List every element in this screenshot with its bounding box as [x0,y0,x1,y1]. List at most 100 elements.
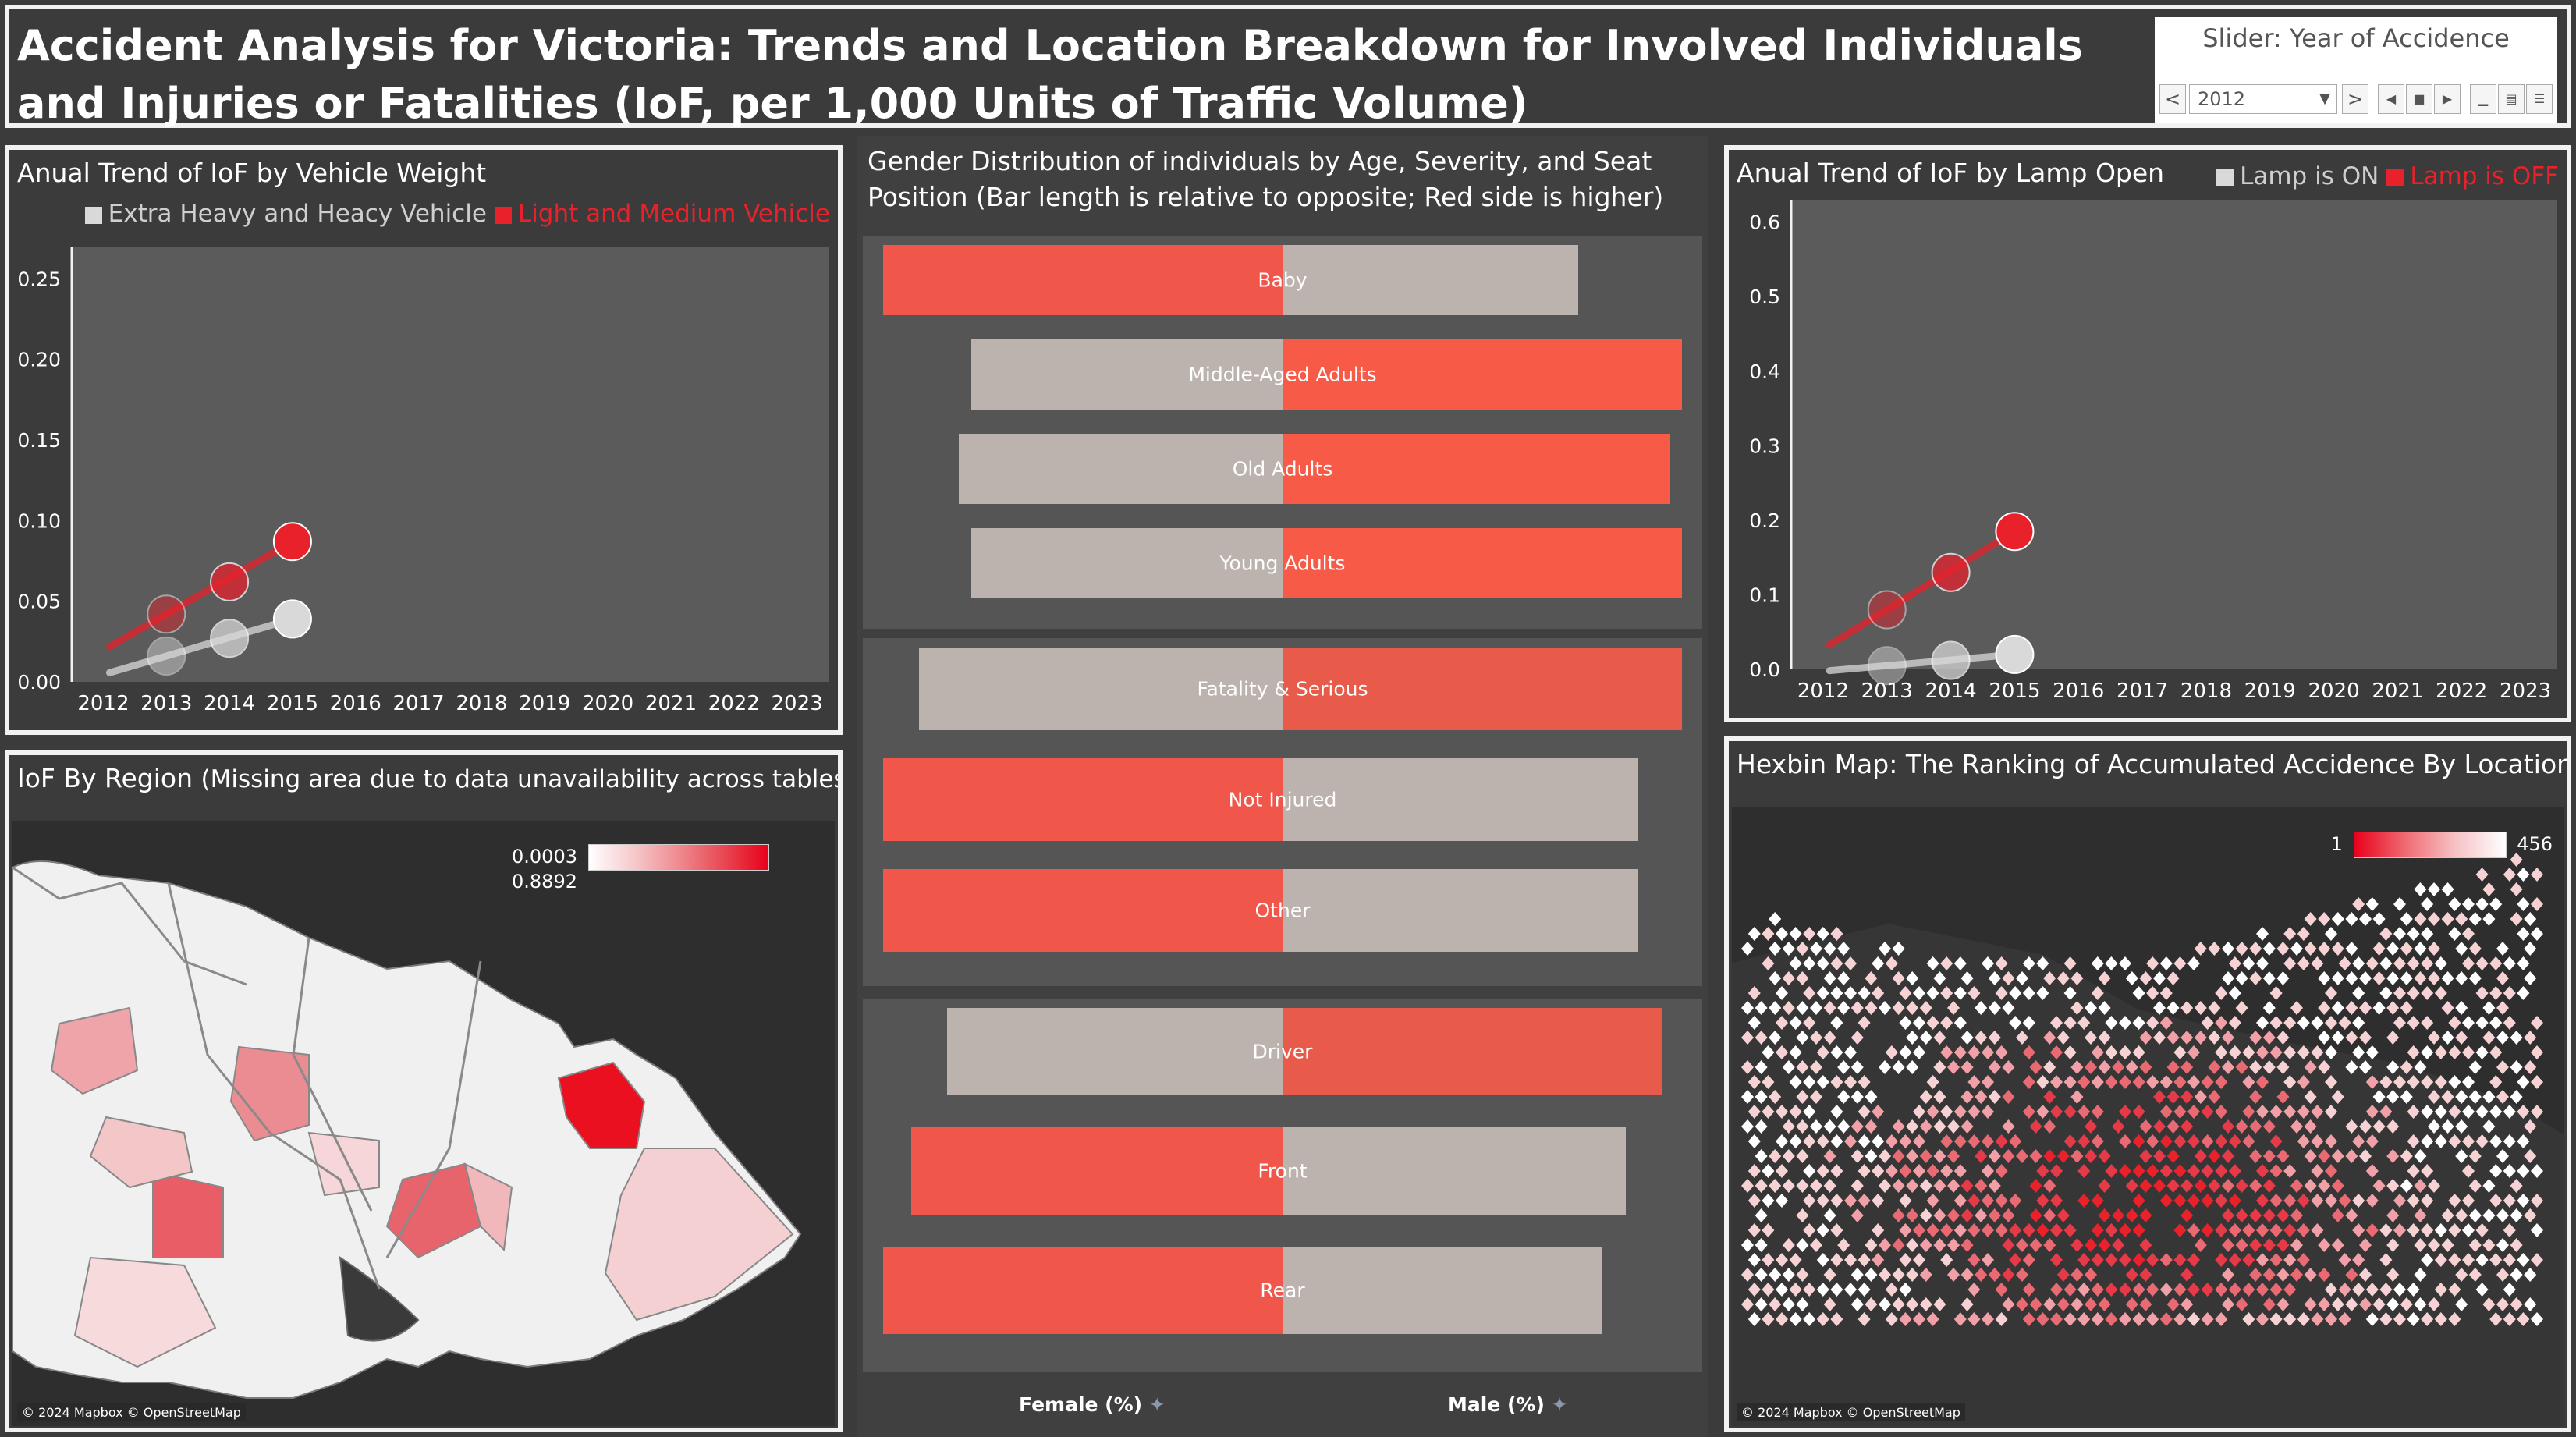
hex-cell [2462,1194,2475,1208]
hex-cell [2022,986,2035,1000]
gender-bar-row[interactable]: Not Injured [857,758,1708,841]
hex-cell [1982,956,1994,970]
hex-cell [1776,1164,1788,1178]
hex-cell [2201,1223,2214,1237]
hex-cell [2105,1312,2118,1326]
gender-bar-row[interactable]: Driver [857,1008,1708,1095]
gender-distribution-title: Gender Distribution of individuals by Ag… [868,146,1664,212]
hex-cell [2421,1312,2434,1326]
hex-cell [2173,1134,2187,1148]
pin-icon[interactable]: ✦ [1148,1393,1166,1416]
hex-cell [2372,1179,2386,1193]
hex-cell [1975,1149,1988,1163]
hex-cell [2119,1312,2131,1326]
female-bar[interactable] [919,648,1283,730]
male-bar[interactable] [1283,648,1682,730]
male-bar[interactable] [1283,245,1578,315]
hex-cell [2222,1119,2234,1134]
hex-cell [2249,1238,2262,1252]
hex-cell [1879,1238,1891,1252]
hex-cell [2091,1253,2104,1267]
gender-bar-row[interactable]: Other [857,869,1708,952]
male-bar[interactable] [1283,869,1638,952]
hex-cell [2222,1149,2234,1163]
hex-cell [2283,1164,2297,1178]
hex-cell [2173,956,2187,970]
hex-cell [1762,1194,1775,1208]
gender-bar-row[interactable]: Rear [857,1247,1708,1334]
y-tick-label: 0.15 [17,429,61,452]
female-bar[interactable] [910,1127,1283,1215]
hex-cell [2421,1016,2434,1030]
gender-bar-row[interactable]: Front [857,1127,1708,1215]
play-icon[interactable]: ▶ [2434,84,2461,114]
hex-cell [2414,1297,2427,1311]
gender-bar-row[interactable]: Middle-Aged Adults [857,339,1708,410]
male-bar[interactable] [1283,758,1638,841]
hex-cell [2496,1238,2509,1252]
hex-cell [1810,1179,1822,1193]
hex-cell [1995,1283,2008,1297]
legend-lamp-on-label[interactable]: Lamp is ON [2240,162,2379,190]
region-1 [50,1006,139,1095]
female-bar[interactable] [959,434,1283,504]
gender-bar-row[interactable]: Fatality & Serious [857,648,1708,730]
legend-light-label[interactable]: Light and Medium Vehicle [517,200,830,228]
male-bar[interactable] [1283,434,1670,504]
hex-cell [1892,1149,1905,1163]
slider-prev-button[interactable]: < [2159,84,2186,114]
hex-cell [1913,1016,1925,1030]
speed-slow-icon[interactable]: ▁ [2470,84,2496,114]
hex-cell [1947,1149,1960,1163]
hex-cell [1796,1119,1809,1134]
hex-cell [2215,1194,2228,1208]
male-bar[interactable] [1283,528,1682,598]
female-bar[interactable] [883,869,1283,952]
x-tick-label: 2019 [2244,679,2296,703]
hex-cell [2325,1312,2337,1326]
male-bar[interactable] [1283,339,1682,410]
hex-cell [2283,1283,2297,1297]
hexbin-map[interactable]: 1 456 © 2024 Mapbox © OpenStreetMap [1732,807,2564,1426]
gender-bar-row[interactable]: Young Adults [857,528,1708,598]
male-bar[interactable] [1283,1247,1602,1334]
hex-cell [2489,897,2503,911]
hex-cell [2222,971,2234,985]
pin-icon[interactable]: ✦ [1551,1393,1568,1416]
stop-icon[interactable]: ■ [2406,84,2432,114]
hex-cell [2441,1090,2454,1104]
hex-cell [2043,971,2056,985]
hex-cell [2283,1312,2297,1326]
trend-line-0 [1826,651,2018,675]
gender-bar-row[interactable]: Baby [857,245,1708,315]
legend-heavy-label[interactable]: Extra Heavy and Heacy Vehicle [108,200,487,228]
male-bar[interactable] [1283,1127,1627,1215]
hex-cell [2311,1134,2324,1148]
hex-cell [1960,1090,1974,1104]
hex-cell [1947,1001,1960,1015]
hex-cell [1789,1105,1802,1119]
hex-cell [2153,1001,2166,1015]
region-map[interactable]: 0.0003 0.8892 © 2024 Mapbox © OpenStreet… [12,821,835,1426]
speed-fast-icon[interactable]: ☰ [2526,84,2553,114]
speed-medium-icon[interactable]: ▤ [2498,84,2525,114]
slider-next-button[interactable]: > [2342,84,2368,114]
hex-cell [2002,1060,2015,1074]
legend-lamp-off-label[interactable]: Lamp is OFF [2410,162,2559,190]
hex-cell [2531,1016,2543,1030]
hex-cell [1947,1119,1960,1134]
female-bar[interactable] [883,758,1283,841]
hex-cell [1816,1164,1829,1178]
female-bar[interactable] [883,1247,1283,1334]
step-back-icon[interactable]: ◀ [2378,84,2404,114]
female-bar[interactable] [970,528,1283,598]
female-bar[interactable] [883,245,1283,315]
gender-bar-row[interactable]: Old Adults [857,434,1708,504]
male-bar[interactable] [1283,1008,1662,1095]
hex-cell [1796,1179,1809,1193]
female-bar[interactable] [946,1008,1283,1095]
female-bar[interactable] [970,339,1283,410]
hex-cell [2159,1075,2173,1089]
year-select[interactable]: 2012 ▼ [2189,84,2337,114]
victoria-region-shapes [12,821,835,1426]
